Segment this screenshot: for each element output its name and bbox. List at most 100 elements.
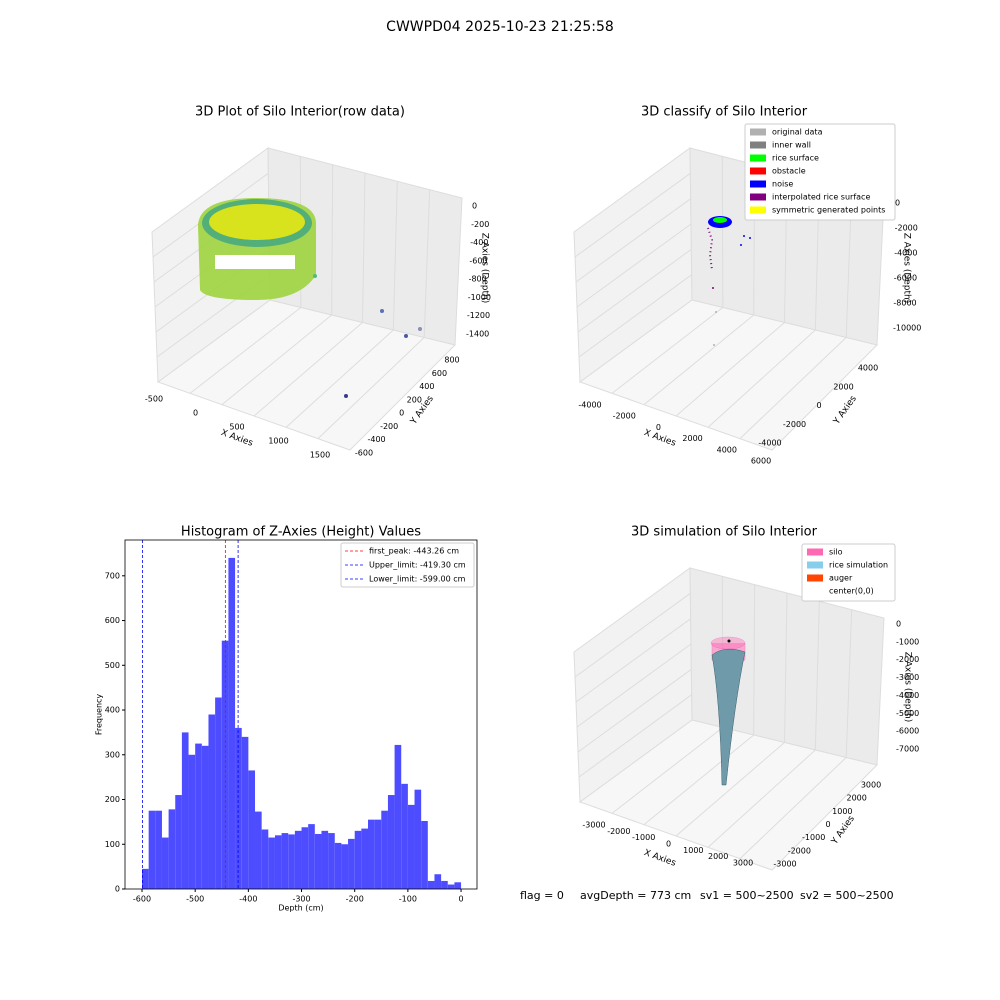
status-text: sv2 = 500~2500: [800, 889, 894, 902]
subplot-title: 3D classify of Silo Interior: [641, 105, 808, 120]
bar: [434, 874, 442, 889]
bar: [381, 810, 388, 889]
legend-swatch: [750, 128, 766, 136]
legend-box: [744, 123, 896, 221]
x-tick-label: 0: [193, 409, 198, 418]
bar: [168, 809, 176, 889]
z-tick-label: -8000: [893, 299, 916, 308]
legend-label: auger: [829, 574, 853, 583]
bar: [314, 833, 322, 889]
z-tick-label: -10000: [893, 324, 921, 333]
status-text: avgDepth = 773 cm: [580, 889, 691, 902]
legend-label: obstacle: [772, 167, 806, 176]
x-tick-label: 3000: [733, 859, 753, 868]
z-tick-label: -5000: [896, 709, 919, 718]
x-tick-label: -1000: [632, 833, 655, 842]
bar: [155, 810, 162, 889]
x-tick-label: -3000: [582, 821, 605, 830]
x-tick-label: 1000: [268, 437, 288, 446]
bar: [148, 810, 156, 889]
silo-simulation: [710, 636, 746, 786]
bar: [181, 732, 189, 889]
y-tick-label: -400: [367, 435, 385, 444]
pane-grid: [578, 274, 692, 358]
x-tick-label: 4000: [717, 445, 737, 454]
y-tick-label: 3000: [861, 781, 881, 790]
y-tick-label: 600: [432, 369, 447, 378]
subplot-title: Histogram of Z-Axies (Height) Values: [181, 525, 421, 540]
legend-label: interpolated rice surface: [772, 193, 870, 202]
point-cloud-classified: [707, 216, 751, 346]
y-tick-label: 200: [407, 395, 422, 404]
x-tick-label: -600: [133, 895, 151, 904]
z-tick-label: -1400: [466, 330, 489, 339]
z-tick-label: -400: [470, 238, 488, 247]
pane-grid: [814, 601, 820, 751]
legend-swatch: [807, 561, 823, 569]
y-tick-label: -600: [355, 449, 373, 458]
pane-grid: [392, 181, 398, 331]
bar: [387, 795, 395, 889]
legend-label: inner wall: [772, 141, 811, 150]
z-tick-label: -3000: [896, 673, 919, 682]
z-tick-label: -1000: [896, 637, 919, 646]
z-tick-label: -6000: [894, 274, 917, 283]
y-axis-label: Frequency: [95, 694, 104, 736]
bar: [294, 830, 302, 889]
y-tick-label: 0: [115, 885, 120, 894]
pane-grid: [574, 592, 691, 678]
pane-grid: [707, 329, 816, 428]
y-tick-label: 700: [105, 571, 120, 580]
bar: [361, 828, 368, 889]
x-tick-label: -100: [399, 895, 417, 904]
x-tick-label: -2000: [607, 827, 630, 836]
y-tick-label: -1000: [802, 833, 825, 842]
bar: [301, 827, 309, 889]
legend-swatch: [750, 167, 766, 175]
bar: [221, 640, 229, 889]
bar: [195, 743, 202, 889]
bar: [328, 833, 335, 889]
bar: [334, 842, 342, 889]
legend-swatch: [750, 180, 766, 188]
figure-title: CWWPD04 2025-10-23 21:25:58: [386, 19, 614, 35]
plot-frame: [124, 539, 478, 890]
pane-grid: [611, 307, 724, 394]
pane-grid: [739, 757, 847, 860]
z-tick-label: -4000: [894, 249, 917, 258]
pane-grid: [285, 329, 394, 428]
y-tick-label: 800: [444, 356, 459, 365]
bar: [255, 811, 262, 889]
z-tick-label: -800: [469, 275, 487, 284]
pane-grid: [317, 337, 425, 440]
pane-grid: [675, 322, 785, 417]
y-tick-label: -2000: [783, 420, 806, 429]
x-tick-label: 2000: [682, 434, 702, 443]
y-tick-label: 400: [419, 382, 434, 391]
z-tick-label: -2000: [896, 655, 919, 664]
y-tick-label: 400: [105, 706, 120, 715]
bar: [401, 783, 408, 889]
subplot-title: 3D simulation of Silo Interior: [631, 525, 818, 540]
pane-grid: [643, 734, 754, 826]
pane-grid: [423, 189, 431, 338]
legend-label: Lower_limit: -599.00 cm: [369, 575, 466, 584]
y-tick-label: -200: [380, 422, 398, 431]
bar: [348, 838, 355, 889]
x-tick-label: -300: [292, 895, 310, 904]
bar: [441, 880, 448, 889]
y-tick-label: 100: [105, 840, 120, 849]
y-tick-label: 2000: [846, 794, 866, 803]
pane-grid: [611, 727, 724, 814]
legend-swatch: [807, 548, 823, 556]
bar: [274, 835, 282, 889]
pane-grid: [575, 198, 691, 283]
legend-label: noise: [772, 180, 793, 189]
bar: [454, 882, 462, 889]
bar: [308, 824, 315, 889]
y-tick-label: 0: [825, 820, 830, 829]
bar: [341, 844, 349, 889]
legend-swatch: [750, 193, 766, 201]
legend-label: symmetric generated points: [772, 206, 885, 215]
pane-grid: [577, 248, 692, 333]
